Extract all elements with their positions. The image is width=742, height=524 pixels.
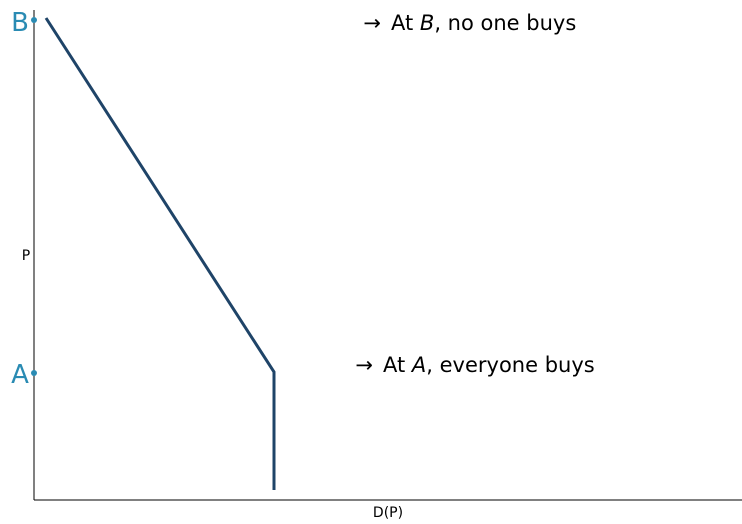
arrow: → — [355, 353, 373, 377]
point-label: A — [11, 360, 29, 390]
annotation-text: At — [391, 11, 420, 35]
variable: A — [410, 353, 426, 377]
point-a-marker — [31, 370, 37, 376]
demand-curve — [44, 17, 276, 490]
annotation: → At A, everyone buys — [322, 353, 615, 377]
point-b-marker — [31, 17, 37, 23]
annotation: → At B, no one buys — [330, 11, 596, 35]
point-label: B — [11, 8, 29, 38]
annotation-text: , everyone buys — [426, 353, 594, 377]
x-axis-label: D(P) — [373, 505, 403, 521]
y-axis-label: P — [22, 248, 30, 264]
arrow: → — [363, 11, 381, 35]
annotation-text: , no one buys — [434, 11, 576, 35]
variable: B — [420, 11, 434, 35]
annotation-text: At — [383, 353, 412, 377]
